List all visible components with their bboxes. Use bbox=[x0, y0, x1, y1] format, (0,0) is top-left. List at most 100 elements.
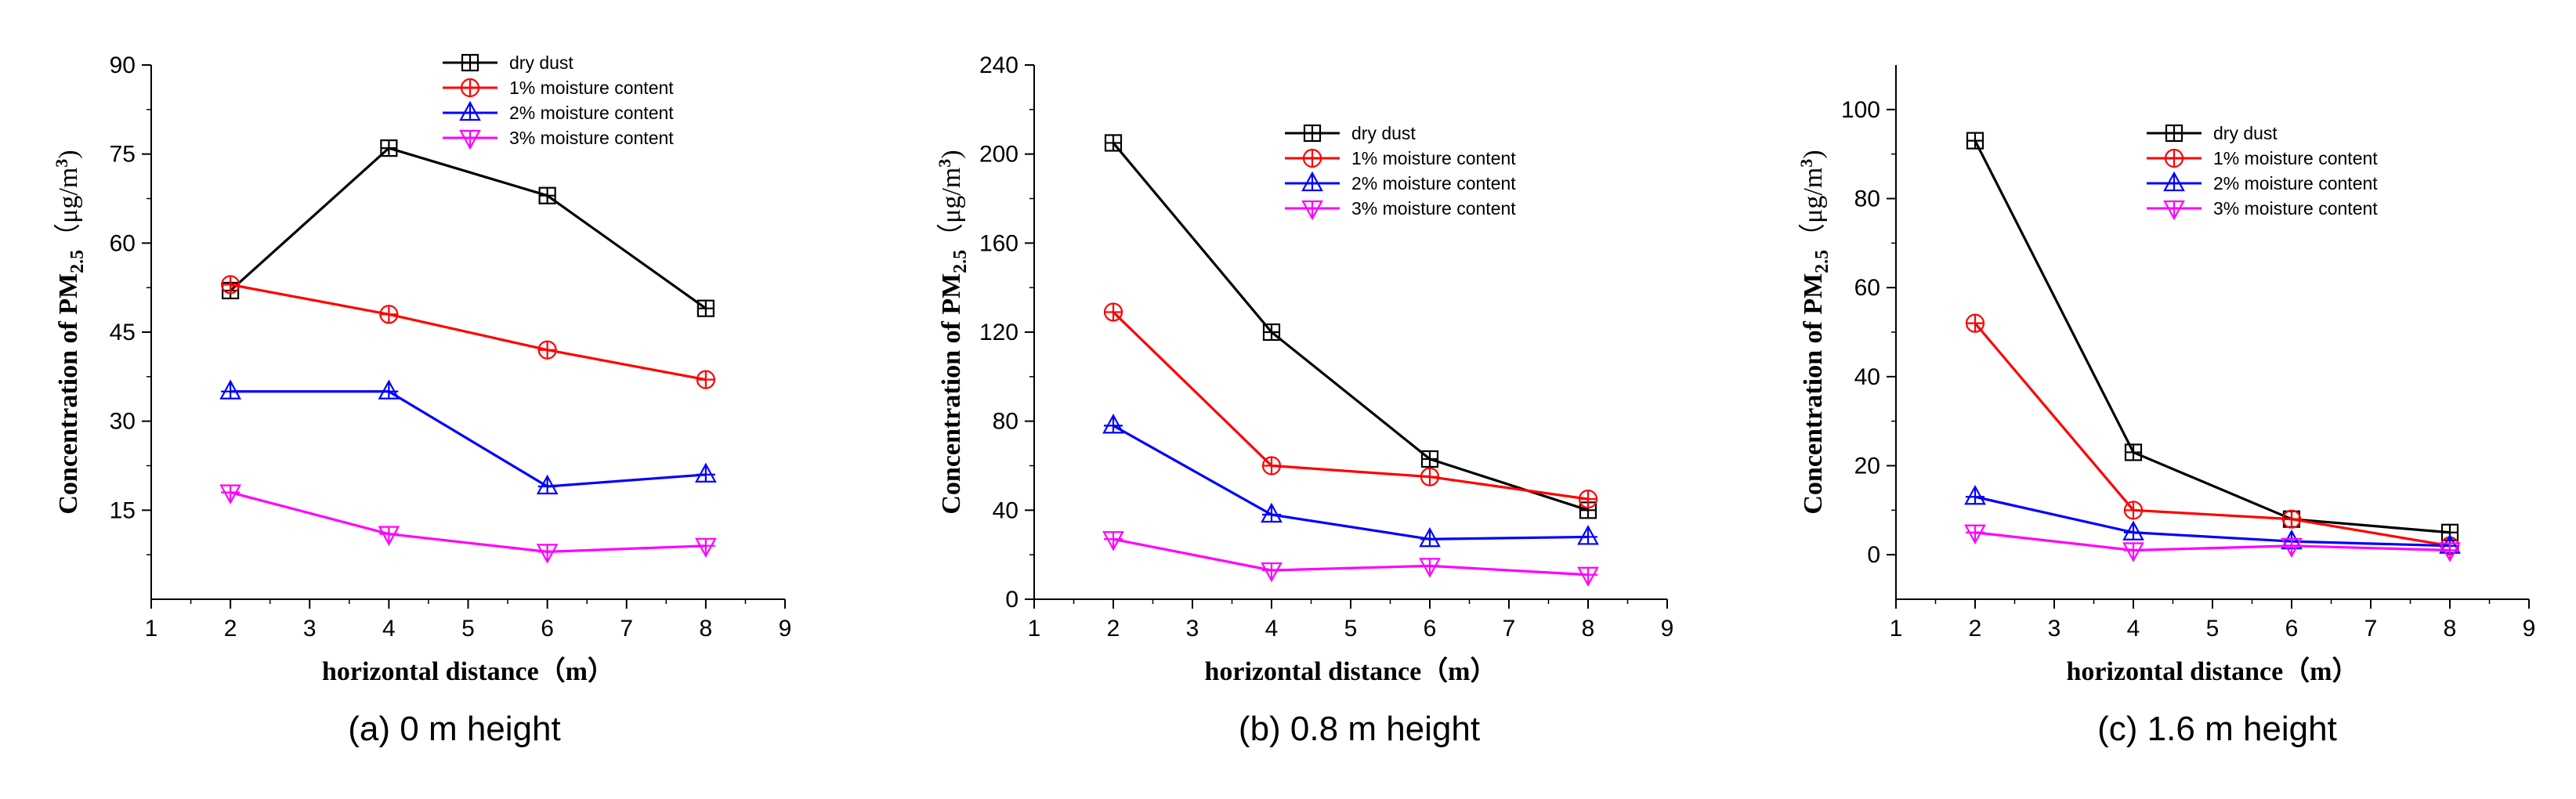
data-point-2pct-moisture-content bbox=[695, 462, 717, 483]
y-tick-label: 100 bbox=[1841, 97, 1880, 123]
y-axis-label: Concentration of PM2.5（μg/m3) bbox=[52, 150, 88, 514]
data-point-dry-dust bbox=[1262, 323, 1281, 342]
data-point-1pct-moisture-content bbox=[1578, 490, 1598, 509]
x-tick-label: 4 bbox=[1265, 616, 1279, 642]
x-tick-label: 9 bbox=[2523, 616, 2536, 642]
x-tick-label: 6 bbox=[1424, 616, 1437, 642]
data-point-2pct-moisture-content bbox=[1102, 414, 1124, 434]
y-label-main: Concentration of PM bbox=[54, 273, 83, 515]
series-line-3pct-moisture-content bbox=[1974, 531, 2451, 552]
data-point-dry-dust bbox=[1966, 132, 1984, 150]
panel-caption: (b) 0.8 m height bbox=[1239, 710, 1480, 748]
panel-caption: (a) 0 m height bbox=[348, 710, 560, 748]
legend-item-dry-dust: dry dust bbox=[443, 52, 573, 73]
x-tick-label: 5 bbox=[2206, 616, 2220, 642]
legend-marker bbox=[459, 129, 481, 150]
data-point-1pct-moisture-content bbox=[2123, 501, 2144, 520]
legend-marker bbox=[2165, 124, 2183, 143]
data-point-3pct-moisture-content bbox=[2439, 542, 2461, 562]
series-line-1pct-moisture-content bbox=[1974, 322, 2451, 548]
legend: dry dust 1% moisture content 2% moisture c… bbox=[2147, 123, 2378, 221]
data-point-dry-dust bbox=[2124, 443, 2143, 461]
data-point-3pct-moisture-content bbox=[695, 537, 717, 559]
series-line-dry-dust bbox=[1974, 139, 2451, 534]
data-point-dry-dust bbox=[380, 139, 398, 157]
y-tick-label: 120 bbox=[979, 320, 1018, 345]
x-tick-label: 3 bbox=[2048, 616, 2061, 642]
y-tick-label: 80 bbox=[1854, 186, 1880, 212]
legend: dry dust 1% moisture content 2% moisture c… bbox=[1285, 123, 1516, 221]
y-tick-label: 0 bbox=[1005, 587, 1018, 613]
data-point-dry-dust bbox=[1420, 450, 1439, 468]
series-1pct-moisture-content bbox=[1965, 313, 2460, 555]
y-label-subscript: 2.5 bbox=[1812, 250, 1833, 273]
data-point-2pct-moisture-content bbox=[378, 379, 400, 400]
legend-label: 2% moisture content bbox=[2213, 173, 2378, 193]
legend-item-1pct-moisture-content: 1% moisture content bbox=[1285, 148, 1516, 168]
x-tick-label: 2 bbox=[1969, 616, 1982, 642]
data-point-1pct-moisture-content bbox=[537, 340, 557, 360]
y-label-unit: （μg/m bbox=[1798, 168, 1828, 250]
data-point-3pct-moisture-content bbox=[1261, 562, 1283, 583]
series-line-1pct-moisture-content bbox=[1112, 311, 1589, 501]
y-label-unit: （μg/m bbox=[936, 168, 966, 250]
legend-marker bbox=[2163, 171, 2185, 192]
data-point-3pct-moisture-content bbox=[536, 544, 559, 564]
legend-marker bbox=[1301, 200, 1323, 221]
data-point-1pct-moisture-content bbox=[379, 305, 399, 324]
legend-item-dry-dust: dry dust bbox=[2147, 123, 2278, 143]
y-tick-label: 60 bbox=[1854, 275, 1880, 301]
series-dry-dust bbox=[1104, 134, 1597, 519]
series-line-dry-dust bbox=[230, 146, 707, 309]
series-line-dry-dust bbox=[1112, 142, 1589, 512]
series-3pct-moisture-content bbox=[219, 484, 717, 564]
y-tick-label: 30 bbox=[110, 409, 136, 435]
data-point-1pct-moisture-content bbox=[2281, 509, 2302, 529]
x-tick-label: 2 bbox=[1107, 616, 1120, 642]
series-line-1pct-moisture-content bbox=[230, 283, 707, 381]
series-line-2pct-moisture-content bbox=[230, 390, 706, 488]
y-tick-label: 45 bbox=[110, 320, 136, 345]
y-tick-label: 80 bbox=[993, 409, 1018, 435]
legend-item-2pct-moisture-content: 2% moisture content bbox=[443, 100, 674, 123]
legend-label: 1% moisture content bbox=[1351, 148, 1516, 168]
x-tick-label: 3 bbox=[1186, 616, 1199, 642]
x-tick-label: 7 bbox=[1503, 616, 1516, 642]
x-axis-label: horizontal distance（m） bbox=[2066, 656, 2358, 686]
y-label-superscript: 3 bbox=[935, 159, 954, 168]
series-3pct-moisture-content bbox=[1102, 531, 1599, 588]
x-tick-label: 8 bbox=[700, 616, 713, 642]
data-point-2pct-moisture-content bbox=[2122, 520, 2144, 540]
legend-marker bbox=[1302, 148, 1322, 168]
x-tick-label: 7 bbox=[620, 616, 633, 642]
x-tick-label: 1 bbox=[145, 616, 158, 642]
data-point-3pct-moisture-content bbox=[2281, 537, 2303, 559]
data-point-1pct-moisture-content bbox=[696, 370, 715, 389]
data-point-2pct-moisture-content bbox=[1964, 484, 1986, 505]
series-line-2pct-moisture-content bbox=[1974, 495, 2451, 548]
series-line-3pct-moisture-content bbox=[230, 491, 706, 553]
series-line-3pct-moisture-content bbox=[1113, 537, 1589, 577]
y-label-superscript: 3 bbox=[52, 159, 71, 168]
x-tick-label: 4 bbox=[382, 616, 396, 642]
panel-c: 1 2 3 4 5 6 7 8 9 0 20 40 60 80 100 horizontal distance… bbox=[1796, 65, 2535, 748]
y-tick-label: 40 bbox=[993, 497, 1018, 523]
data-point-3pct-moisture-content bbox=[378, 526, 400, 546]
y-label-main: Concentration of PM bbox=[937, 273, 966, 515]
data-point-3pct-moisture-content bbox=[1577, 566, 1599, 588]
y-tick-label: 15 bbox=[110, 497, 136, 523]
legend-item-3pct-moisture-content: 3% moisture content bbox=[2147, 198, 2378, 221]
legend-label: 3% moisture content bbox=[2213, 198, 2378, 219]
data-point-1pct-moisture-content bbox=[221, 275, 241, 295]
x-tick-label: 3 bbox=[303, 616, 317, 642]
y-tick-label: 60 bbox=[110, 230, 136, 256]
series-3pct-moisture-content bbox=[1964, 524, 2461, 562]
legend-label: 1% moisture content bbox=[2213, 148, 2378, 168]
x-tick-label: 8 bbox=[1582, 616, 1595, 642]
legend-item-3pct-moisture-content: 3% moisture content bbox=[1285, 198, 1516, 221]
legend-item-dry-dust: dry dust bbox=[1285, 123, 1416, 143]
legend-item-2pct-moisture-content: 2% moisture content bbox=[2147, 171, 2378, 193]
series-2pct-moisture-content bbox=[1964, 484, 2461, 554]
y-tick-label: 90 bbox=[110, 52, 136, 78]
y-label-unit-close: ) bbox=[1799, 150, 1828, 158]
